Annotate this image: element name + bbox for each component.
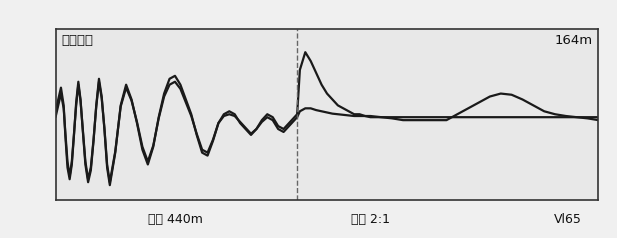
Text: Vl65: Vl65 [554,213,582,226]
Text: 164m: 164m [555,34,593,47]
Text: 比例 2:1: 比例 2:1 [351,213,390,226]
Text: 范围 440m: 范围 440m [147,213,202,226]
Text: 低压脉冲: 低压脉冲 [61,34,93,47]
